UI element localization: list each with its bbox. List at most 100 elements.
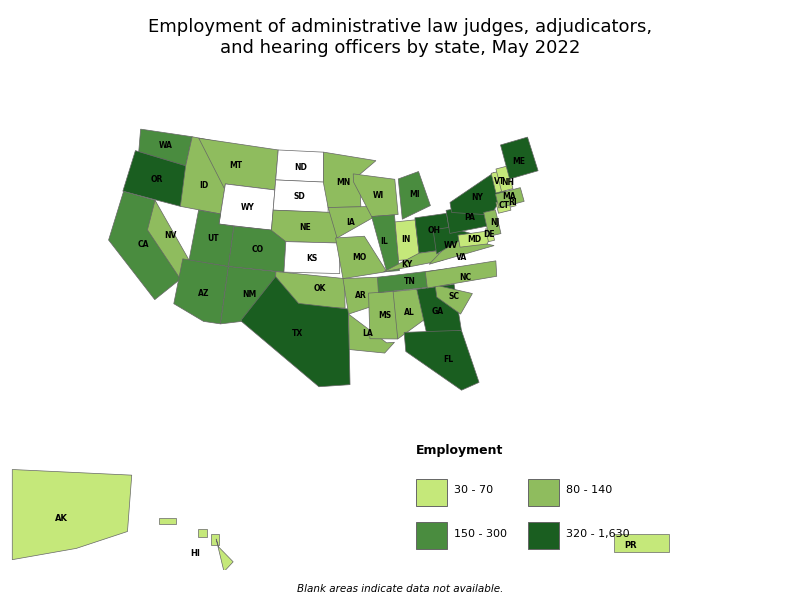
Polygon shape bbox=[435, 285, 472, 314]
Text: Employment of administrative law judges, adjudicators,
and hearing officers by s: Employment of administrative law judges,… bbox=[148, 18, 652, 57]
Polygon shape bbox=[109, 191, 180, 299]
Polygon shape bbox=[147, 200, 189, 279]
Polygon shape bbox=[446, 203, 494, 233]
Text: AZ: AZ bbox=[198, 289, 210, 298]
Text: 80 - 140: 80 - 140 bbox=[566, 485, 612, 496]
Polygon shape bbox=[349, 314, 394, 353]
Text: ID: ID bbox=[198, 181, 208, 190]
FancyBboxPatch shape bbox=[416, 479, 447, 506]
Polygon shape bbox=[323, 152, 376, 208]
Text: 30 - 70: 30 - 70 bbox=[454, 485, 494, 496]
Text: TN: TN bbox=[404, 277, 416, 286]
Polygon shape bbox=[486, 229, 494, 242]
Text: Blank areas indicate data not available.: Blank areas indicate data not available. bbox=[297, 584, 503, 594]
Polygon shape bbox=[614, 534, 669, 552]
Polygon shape bbox=[417, 284, 462, 335]
Text: Employment: Employment bbox=[416, 444, 503, 457]
Text: OH: OH bbox=[427, 226, 441, 235]
Text: ME: ME bbox=[512, 157, 525, 166]
Text: WA: WA bbox=[158, 141, 173, 150]
Polygon shape bbox=[426, 261, 497, 288]
Text: OR: OR bbox=[150, 175, 163, 184]
Text: WV: WV bbox=[444, 241, 458, 250]
Polygon shape bbox=[491, 171, 506, 193]
Text: ND: ND bbox=[294, 163, 307, 172]
Text: NH: NH bbox=[501, 178, 514, 187]
Text: LA: LA bbox=[362, 329, 374, 338]
Polygon shape bbox=[372, 215, 399, 272]
Polygon shape bbox=[369, 291, 398, 339]
FancyBboxPatch shape bbox=[528, 479, 559, 506]
Text: MT: MT bbox=[229, 161, 242, 170]
Polygon shape bbox=[433, 227, 472, 254]
Polygon shape bbox=[509, 199, 516, 207]
Polygon shape bbox=[484, 210, 501, 236]
Text: IN: IN bbox=[401, 235, 410, 244]
Polygon shape bbox=[415, 214, 452, 253]
Text: WY: WY bbox=[241, 203, 254, 212]
Polygon shape bbox=[378, 269, 450, 293]
Text: 150 - 300: 150 - 300 bbox=[454, 529, 507, 539]
Text: SC: SC bbox=[449, 292, 460, 301]
Text: RI: RI bbox=[509, 198, 517, 207]
Polygon shape bbox=[123, 151, 189, 206]
Polygon shape bbox=[158, 518, 175, 524]
Text: NY: NY bbox=[471, 193, 483, 202]
Polygon shape bbox=[198, 138, 278, 190]
Polygon shape bbox=[450, 173, 506, 215]
Text: GA: GA bbox=[432, 307, 444, 316]
Polygon shape bbox=[189, 210, 234, 266]
Text: NM: NM bbox=[242, 290, 257, 299]
Text: VT: VT bbox=[494, 177, 505, 186]
Polygon shape bbox=[221, 266, 276, 324]
Text: AK: AK bbox=[55, 514, 68, 523]
Polygon shape bbox=[273, 180, 328, 212]
Polygon shape bbox=[219, 184, 275, 230]
Polygon shape bbox=[496, 199, 511, 213]
Text: CT: CT bbox=[499, 201, 510, 210]
Polygon shape bbox=[501, 137, 538, 179]
Text: SD: SD bbox=[294, 192, 306, 201]
Polygon shape bbox=[398, 172, 430, 219]
Polygon shape bbox=[180, 137, 232, 214]
Text: CO: CO bbox=[252, 245, 264, 254]
Text: MA: MA bbox=[502, 193, 516, 202]
Text: MS: MS bbox=[378, 311, 391, 320]
Text: MI: MI bbox=[409, 190, 419, 199]
Polygon shape bbox=[335, 236, 386, 278]
Text: NJ: NJ bbox=[490, 218, 499, 227]
Text: NV: NV bbox=[164, 231, 176, 240]
Polygon shape bbox=[198, 529, 207, 537]
Text: MO: MO bbox=[352, 253, 366, 262]
Polygon shape bbox=[211, 534, 218, 545]
Text: HI: HI bbox=[190, 549, 201, 558]
Polygon shape bbox=[271, 210, 337, 243]
Text: AR: AR bbox=[354, 291, 366, 300]
Polygon shape bbox=[404, 331, 479, 390]
Polygon shape bbox=[495, 188, 524, 208]
Text: DE: DE bbox=[483, 230, 495, 239]
FancyBboxPatch shape bbox=[528, 522, 559, 549]
Text: NE: NE bbox=[300, 223, 311, 232]
Text: MN: MN bbox=[337, 178, 350, 187]
Text: MD: MD bbox=[467, 235, 482, 244]
Text: CA: CA bbox=[138, 240, 150, 249]
Text: UT: UT bbox=[207, 234, 218, 243]
Polygon shape bbox=[276, 150, 324, 182]
Text: IA: IA bbox=[346, 218, 354, 227]
Polygon shape bbox=[228, 226, 286, 272]
Polygon shape bbox=[174, 259, 228, 324]
Polygon shape bbox=[343, 277, 384, 314]
Text: KY: KY bbox=[402, 260, 413, 269]
Text: PR: PR bbox=[624, 541, 637, 551]
Text: WI: WI bbox=[373, 191, 384, 200]
Polygon shape bbox=[12, 470, 132, 560]
Polygon shape bbox=[242, 277, 350, 387]
Polygon shape bbox=[496, 166, 513, 191]
Polygon shape bbox=[395, 220, 420, 260]
Polygon shape bbox=[383, 251, 443, 272]
Text: KS: KS bbox=[306, 254, 318, 263]
Text: OK: OK bbox=[314, 284, 326, 293]
Polygon shape bbox=[458, 230, 492, 247]
Text: FL: FL bbox=[443, 355, 453, 364]
